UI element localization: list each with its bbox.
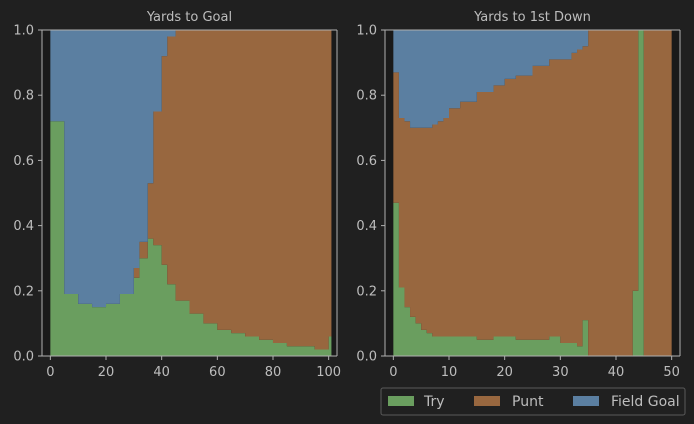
y-tick-label: 0.8 (13, 89, 34, 104)
legend-swatch-try (388, 396, 414, 406)
area-try (50, 121, 332, 356)
x-tick-label: 60 (209, 365, 226, 380)
legend: Try Punt Field Goal (380, 387, 686, 416)
chart-title: Yards to Goal (146, 10, 232, 25)
area-punt (393, 30, 672, 356)
legend-label-field-goal: Field Goal (611, 394, 680, 410)
legend-label-punt: Punt (512, 394, 544, 410)
y-tick-label: 0.2 (356, 284, 377, 299)
y-tick-label: 0.8 (356, 89, 377, 104)
x-tick-label: 100 (316, 365, 341, 380)
legend-label-try: Try (423, 394, 445, 410)
area-punt (50, 30, 332, 350)
panel-yards-to-goal: Yards to Goal 0 20 40 60 80 100 0.0 0.2 0.4 0.6 0.… (13, 10, 341, 380)
area-field-goal (50, 30, 332, 308)
y-tick-label: 0.0 (356, 350, 377, 365)
legend-swatch-field-goal (573, 396, 599, 406)
legend-swatch-punt (474, 396, 500, 406)
panel-yards-to-1st-down: Yards to 1st Down 0 10 20 30 40 50 0.0 0.2 0.4 0.… (356, 10, 681, 380)
y-tick-label: 1.0 (13, 24, 34, 39)
x-tick-label: 40 (153, 365, 170, 380)
x-tick-label: 0 (389, 365, 397, 380)
y-tick-label: 0.0 (13, 350, 34, 365)
area-field-goal (393, 30, 672, 128)
x-tick-label: 30 (552, 365, 569, 380)
y-tick-label: 0.4 (356, 219, 377, 234)
y-tick-label: 0.4 (13, 219, 34, 234)
chart-title: Yards to 1st Down (473, 10, 591, 25)
y-tick-label: 0.2 (13, 284, 34, 299)
x-tick-label: 50 (663, 365, 680, 380)
x-tick-label: 80 (265, 365, 282, 380)
y-tick-label: 0.6 (356, 154, 377, 169)
y-tick-label: 1.0 (356, 24, 377, 39)
x-tick-label: 20 (98, 365, 115, 380)
x-tick-label: 20 (496, 365, 513, 380)
x-tick-label: 10 (441, 365, 458, 380)
legend-frame (380, 387, 686, 416)
x-tick-label: 0 (46, 365, 54, 380)
x-tick-label: 40 (608, 365, 625, 380)
y-tick-label: 0.6 (13, 154, 34, 169)
